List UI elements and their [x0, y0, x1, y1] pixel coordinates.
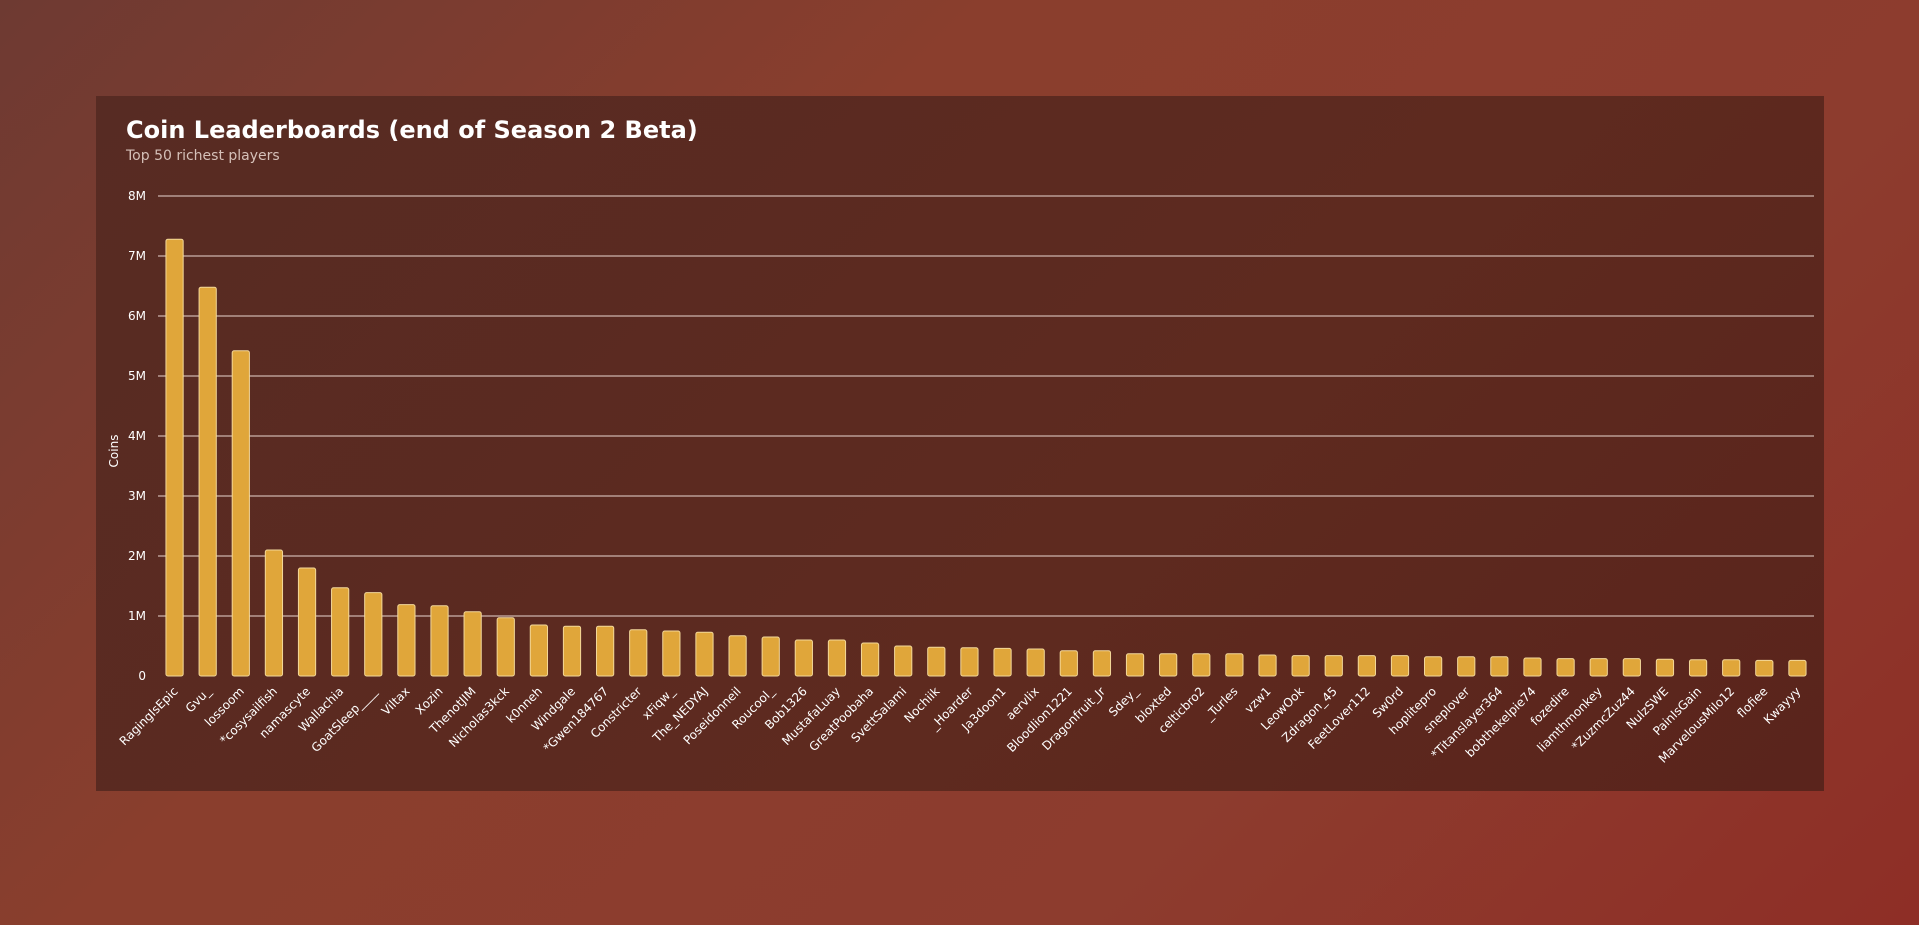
bar[interactable]: [1059, 650, 1078, 677]
bar[interactable]: [629, 629, 648, 677]
bar[interactable]: [1556, 658, 1575, 677]
bar[interactable]: [1026, 648, 1045, 677]
bar[interactable]: [695, 631, 714, 677]
bar[interactable]: [960, 647, 979, 677]
bar[interactable]: [662, 630, 681, 677]
chart-title: Coin Leaderboards (end of Season 2 Beta): [126, 116, 698, 144]
bar[interactable]: [364, 592, 383, 677]
bar[interactable]: [1092, 650, 1112, 677]
bar[interactable]: [1722, 659, 1741, 677]
bar[interactable]: [397, 604, 416, 677]
y-tick-label: 2M: [128, 549, 146, 563]
bar[interactable]: [165, 238, 184, 677]
bar[interactable]: [331, 587, 350, 677]
bar[interactable]: [1788, 659, 1807, 677]
bar[interactable]: [728, 635, 747, 677]
y-tick-label: 0: [138, 669, 146, 683]
bar[interactable]: [860, 642, 880, 677]
bar[interactable]: [1125, 653, 1145, 677]
y-tick-label: 8M: [128, 189, 146, 203]
bar[interactable]: [1688, 659, 1708, 677]
chart-panel: Coin Leaderboards (end of Season 2 Beta)…: [96, 96, 1824, 791]
y-tick-label: 6M: [128, 309, 146, 323]
x-tick-label: Viltax: [379, 684, 413, 718]
y-tick-label: 7M: [128, 249, 146, 263]
bar[interactable]: [927, 646, 946, 677]
bar[interactable]: [1357, 655, 1376, 677]
bar[interactable]: [1589, 658, 1608, 677]
bar[interactable]: [794, 639, 813, 677]
x-tick-label: RagingIsEpic: [117, 684, 181, 748]
bar[interactable]: [529, 624, 548, 677]
bar[interactable]: [761, 636, 780, 677]
y-tick-label: 3M: [128, 489, 146, 503]
bar[interactable]: [596, 625, 615, 677]
x-tick-label: Nicholas3kck: [446, 684, 512, 750]
bar[interactable]: [1225, 653, 1244, 677]
bar[interactable]: [1390, 655, 1410, 677]
y-axis-title: Coins: [107, 435, 121, 468]
bar[interactable]: [1192, 653, 1211, 677]
x-tick-label: Kwayyy: [1761, 684, 1804, 727]
bar[interactable]: [297, 567, 317, 677]
chart-subtitle: Top 50 richest players: [126, 148, 280, 164]
bar[interactable]: [496, 617, 515, 677]
bar[interactable]: [1523, 657, 1542, 677]
bar[interactable]: [1622, 658, 1641, 677]
y-tick-label: 4M: [128, 429, 146, 443]
bar[interactable]: [1258, 654, 1277, 677]
bar[interactable]: [894, 645, 913, 677]
bar[interactable]: [1159, 653, 1178, 677]
bar[interactable]: [1655, 658, 1675, 677]
bar[interactable]: [1424, 656, 1443, 677]
bar[interactable]: [463, 611, 482, 677]
bar[interactable]: [827, 639, 847, 677]
bar[interactable]: [1457, 656, 1476, 677]
bar[interactable]: [993, 647, 1012, 677]
bar[interactable]: [1324, 655, 1343, 677]
x-tick-label: _Turles: [1201, 684, 1241, 724]
y-tick-label: 5M: [128, 369, 146, 383]
bar[interactable]: [1490, 656, 1509, 677]
bar[interactable]: [1755, 659, 1774, 677]
bar[interactable]: [562, 625, 582, 677]
bar[interactable]: [198, 286, 217, 677]
bar[interactable]: [264, 549, 284, 677]
bar[interactable]: [231, 350, 250, 677]
bar[interactable]: [1291, 655, 1310, 677]
bar[interactable]: [430, 605, 449, 677]
y-tick-label: 1M: [128, 609, 146, 623]
